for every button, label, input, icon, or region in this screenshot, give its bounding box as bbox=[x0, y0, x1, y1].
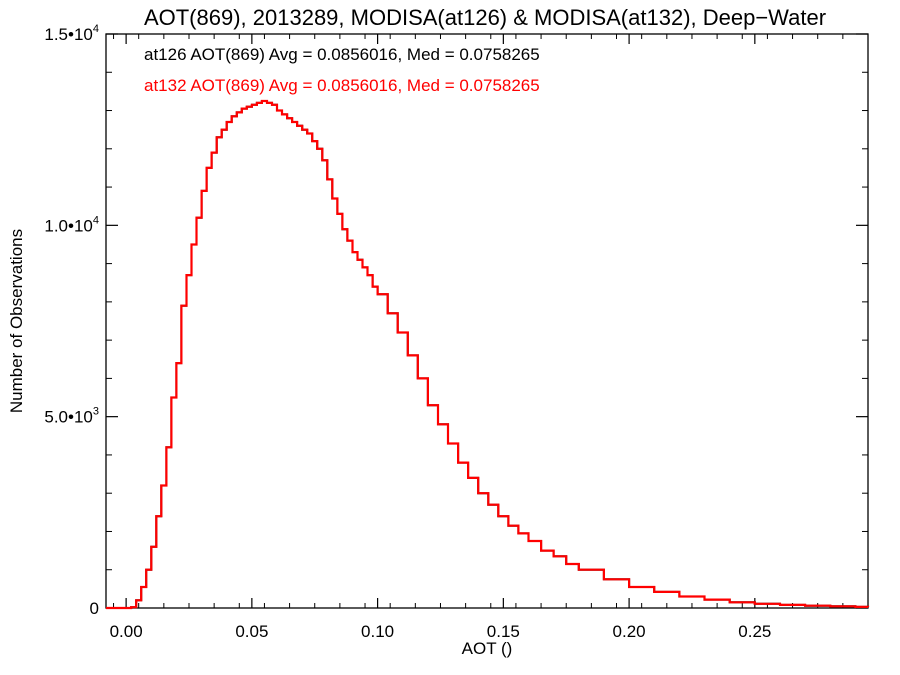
y-tick-label: 5.0•103 bbox=[44, 406, 99, 427]
y-tick-exponent: 4 bbox=[93, 23, 99, 35]
annotation-at132: at132 AOT(869) Avg = 0.0856016, Med = 0.… bbox=[144, 76, 540, 95]
x-tick-label: 0.20 bbox=[613, 622, 646, 641]
chart-title: AOT(869), 2013289, MODISA(at126) & MODIS… bbox=[144, 5, 826, 30]
x-axis-label: AOT () bbox=[462, 639, 513, 658]
x-tick-label: 0.25 bbox=[738, 622, 771, 641]
y-tick-label: 0 bbox=[90, 599, 99, 618]
annotation-at126: at126 AOT(869) Avg = 0.0856016, Med = 0.… bbox=[144, 45, 540, 64]
x-tick-label: 0.10 bbox=[361, 622, 394, 641]
y-tick-mantissa: 0 bbox=[90, 599, 99, 618]
x-tick-label: 0.15 bbox=[487, 622, 520, 641]
y-tick-label: 1.5•104 bbox=[44, 23, 99, 44]
x-tick-label: 0.00 bbox=[110, 622, 143, 641]
y-tick-mantissa: 5.0•10 bbox=[44, 408, 93, 427]
plot-frame bbox=[105, 33, 869, 609]
y-tick-label: 1.0•104 bbox=[44, 214, 99, 235]
series-line-0 bbox=[106, 100, 869, 609]
y-axis-label: Number of Observations bbox=[7, 229, 26, 413]
series-layer bbox=[106, 99, 870, 610]
series-line-1 bbox=[106, 99, 870, 610]
y-tick-mantissa: 1.5•10 bbox=[44, 25, 93, 44]
y-tick-exponent: 4 bbox=[93, 214, 99, 226]
x-axis-ticks: 0.00 0.05 0.10 0.15 0.20 0.25 bbox=[110, 34, 844, 641]
x-tick-label: 0.05 bbox=[235, 622, 268, 641]
y-tick-exponent: 3 bbox=[93, 406, 99, 418]
y-tick-mantissa: 1.0•10 bbox=[44, 216, 93, 235]
